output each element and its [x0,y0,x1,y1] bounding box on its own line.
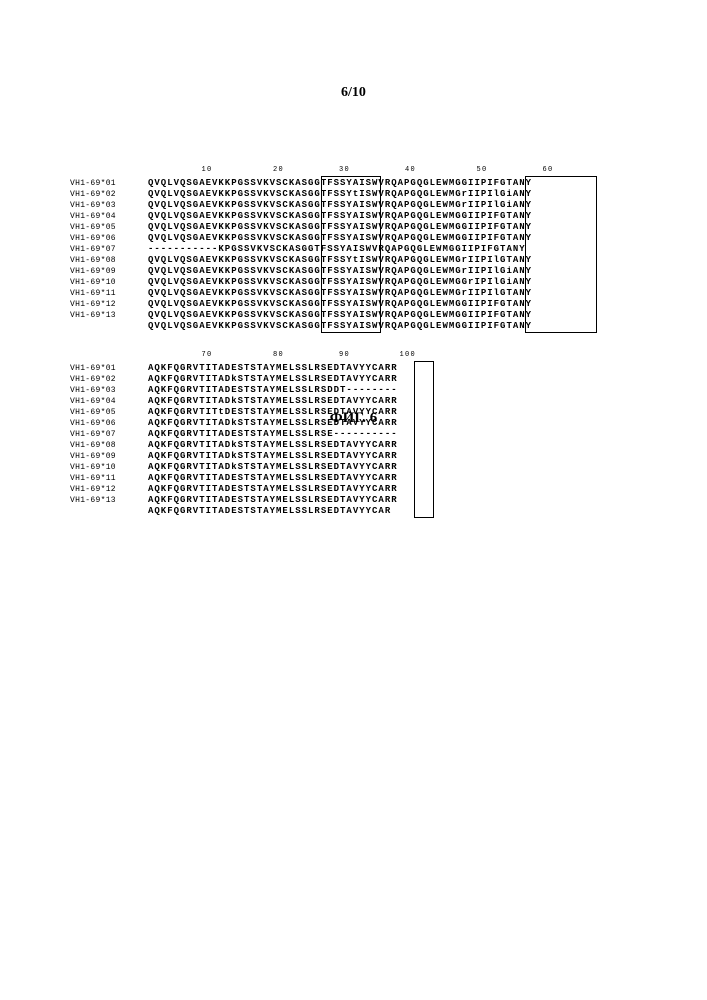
ruler-block1: 10 20 30 40 50 60 [152,165,554,176]
sequence-label: VH1-69*11 [70,288,148,299]
sequence-label: VH1-69*04 [70,396,148,407]
sequence-text: AQKFQGRVTITADESTSTAYMELSSLRSEDTAVYYCARR [148,495,398,506]
alignment-row: VH1-69*02QVQLVQSGAEVKKPGSSVKVSCKASGGTFSS… [70,189,554,200]
alignment-row: VH1-69*07-----------KPGSSVKVSCKASGGTFSSY… [70,244,554,255]
sequence-text: QVQLVQSGAEVKKPGSSVKVSCKASGGTFSSYAISWVRQA… [148,310,532,321]
alignment-row: VH1-69*04AQKFQGRVTITADkSTSTAYMELSSLRSEDT… [70,396,554,407]
alignment-row: QVQLVQSGAEVKKPGSSVKVSCKASGGTFSSYAISWVRQA… [70,321,554,332]
sequence-text: -----------KPGSSVKVSCKASGGTFSSYAISWVRQAP… [148,244,526,255]
alignment-row: VH1-69*12QVQLVQSGAEVKKPGSSVKVSCKASGGTFSS… [70,299,554,310]
sequence-label: VH1-69*03 [70,385,148,396]
sequence-text: QVQLVQSGAEVKKPGSSVKVSCKASGGTFSSYAISWVRQA… [148,299,532,310]
sequence-text: QVQLVQSGAEVKKPGSSVKVSCKASGGTFSSYAISWVRQA… [148,222,532,233]
sequence-alignment: 10 20 30 40 50 60 VH1-69*01QVQLVQSGAEVKK… [70,165,554,517]
sequence-label: VH1-69*05 [70,222,148,233]
alignment-row: VH1-69*10QVQLVQSGAEVKKPGSSVKVSCKASGGTFSS… [70,277,554,288]
sequence-text: AQKFQGRVTITADkSTSTAYMELSSLRSEDTAVYYCARR [148,462,398,473]
figure-caption: ФИГ. 6 [0,410,707,427]
alignment-row: VH1-69*01QVQLVQSGAEVKKPGSSVKVSCKASGGTFSS… [70,178,554,189]
sequence-text: QVQLVQSGAEVKKPGSSVKVSCKASGGTFSSYAISWVRQA… [148,233,532,244]
sequence-label: VH1-69*01 [70,178,148,189]
sequence-text: AQKFQGRVTITADkSTSTAYMELSSLRSEDTAVYYCARR [148,440,398,451]
page-number: 6/10 [0,85,707,101]
alignment-row: VH1-69*08QVQLVQSGAEVKKPGSSVKVSCKASGGTFSS… [70,255,554,266]
alignment-row: VH1-69*02AQKFQGRVTITADkSTSTAYMELSSLRSEDT… [70,374,554,385]
alignment-row: VH1-69*07AQKFQGRVTITADESTSTAYMELSSLRSE--… [70,429,554,440]
sequence-text: QVQLVQSGAEVKKPGSSVKVSCKASGGTFSSYtISWVRQA… [148,255,532,266]
sequence-label: VH1-69*09 [70,451,148,462]
ruler-block2: 70 80 90 100 [152,350,554,361]
sequence-text: QVQLVQSGAEVKKPGSSVKVSCKASGGTFSSYAISWVRQA… [148,200,532,211]
sequence-text: QVQLVQSGAEVKKPGSSVKVSCKASGGTFSSYAISWVRQA… [148,288,532,299]
sequence-label: VH1-69*02 [70,374,148,385]
alignment-row: VH1-69*01AQKFQGRVTITADESTSTAYMELSSLRSEDT… [70,363,554,374]
alignment-row: VH1-69*13QVQLVQSGAEVKKPGSSVKVSCKASGGTFSS… [70,310,554,321]
sequence-text: AQKFQGRVTITADkSTSTAYMELSSLRSEDTAVYYCARR [148,396,398,407]
sequence-text: AQKFQGRVTITADESTSTAYMELSSLRSEDTAVYYCARR [148,473,398,484]
sequence-label: VH1-69*12 [70,484,148,495]
sequence-text: QVQLVQSGAEVKKPGSSVKVSCKASGGTFSSYAISWVRQA… [148,266,532,277]
sequence-text: AQKFQGRVTITADESTSTAYMELSSLRSEDTAVYYCARR [148,484,398,495]
alignment-row: VH1-69*05QVQLVQSGAEVKKPGSSVKVSCKASGGTFSS… [70,222,554,233]
sequence-label: VH1-69*01 [70,363,148,374]
alignment-row: AQKFQGRVTITADESTSTAYMELSSLRSEDTAVYYCAR [70,506,554,517]
sequence-text: AQKFQGRVTITADkSTSTAYMELSSLRSEDTAVYYCARR [148,451,398,462]
sequence-label: VH1-69*08 [70,440,148,451]
alignment-row: VH1-69*11AQKFQGRVTITADESTSTAYMELSSLRSEDT… [70,473,554,484]
sequence-text: AQKFQGRVTITADkSTSTAYMELSSLRSEDTAVYYCARR [148,374,398,385]
sequence-text: QVQLVQSGAEVKKPGSSVKVSCKASGGTFSSYAISWVRQA… [148,178,532,189]
alignment-row: VH1-69*03QVQLVQSGAEVKKPGSSVKVSCKASGGTFSS… [70,200,554,211]
alignment-row: VH1-69*13AQKFQGRVTITADESTSTAYMELSSLRSEDT… [70,495,554,506]
sequence-label: VH1-69*13 [70,495,148,506]
sequence-text: AQKFQGRVTITADESTSTAYMELSSLRSEDTAVYYCARR [148,363,398,374]
alignment-block-2: VH1-69*01AQKFQGRVTITADESTSTAYMELSSLRSEDT… [70,363,554,517]
sequence-label: VH1-69*04 [70,211,148,222]
alignment-row: VH1-69*03AQKFQGRVTITADESTSTAYMELSSLRSDDT… [70,385,554,396]
alignment-row: VH1-69*08AQKFQGRVTITADkSTSTAYMELSSLRSEDT… [70,440,554,451]
sequence-text: AQKFQGRVTITADESTSTAYMELSSLRSEDTAVYYCAR [148,506,398,517]
alignment-row: VH1-69*04QVQLVQSGAEVKKPGSSVKVSCKASGGTFSS… [70,211,554,222]
alignment-row: VH1-69*09QVQLVQSGAEVKKPGSSVKVSCKASGGTFSS… [70,266,554,277]
sequence-text: QVQLVQSGAEVKKPGSSVKVSCKASGGTFSSYAISWVRQA… [148,321,532,332]
sequence-label: VH1-69*06 [70,233,148,244]
alignment-row: VH1-69*10AQKFQGRVTITADkSTSTAYMELSSLRSEDT… [70,462,554,473]
alignment-block-1: VH1-69*01QVQLVQSGAEVKKPGSSVKVSCKASGGTFSS… [70,178,554,332]
sequence-label: VH1-69*12 [70,299,148,310]
sequence-label: VH1-69*13 [70,310,148,321]
alignment-row: VH1-69*06QVQLVQSGAEVKKPGSSVKVSCKASGGTFSS… [70,233,554,244]
sequence-label: VH1-69*11 [70,473,148,484]
sequence-text: QVQLVQSGAEVKKPGSSVKVSCKASGGTFSSYAISWVRQA… [148,277,532,288]
sequence-label: VH1-69*10 [70,277,148,288]
sequence-text: AQKFQGRVTITADESTSTAYMELSSLRSDDT-------- [148,385,398,396]
sequence-text: AQKFQGRVTITADESTSTAYMELSSLRSE---------- [148,429,398,440]
sequence-label: VH1-69*07 [70,429,148,440]
alignment-row: VH1-69*11QVQLVQSGAEVKKPGSSVKVSCKASGGTFSS… [70,288,554,299]
sequence-text: QVQLVQSGAEVKKPGSSVKVSCKASGGTFSSYAISWVRQA… [148,211,532,222]
alignment-row: VH1-69*09AQKFQGRVTITADkSTSTAYMELSSLRSEDT… [70,451,554,462]
sequence-text: QVQLVQSGAEVKKPGSSVKVSCKASGGTFSSYtISWVRQA… [148,189,532,200]
sequence-label: VH1-69*08 [70,255,148,266]
sequence-label: VH1-69*09 [70,266,148,277]
alignment-row: VH1-69*12AQKFQGRVTITADESTSTAYMELSSLRSEDT… [70,484,554,495]
sequence-label: VH1-69*03 [70,200,148,211]
sequence-label: VH1-69*10 [70,462,148,473]
sequence-label: VH1-69*07 [70,244,148,255]
sequence-label: VH1-69*02 [70,189,148,200]
